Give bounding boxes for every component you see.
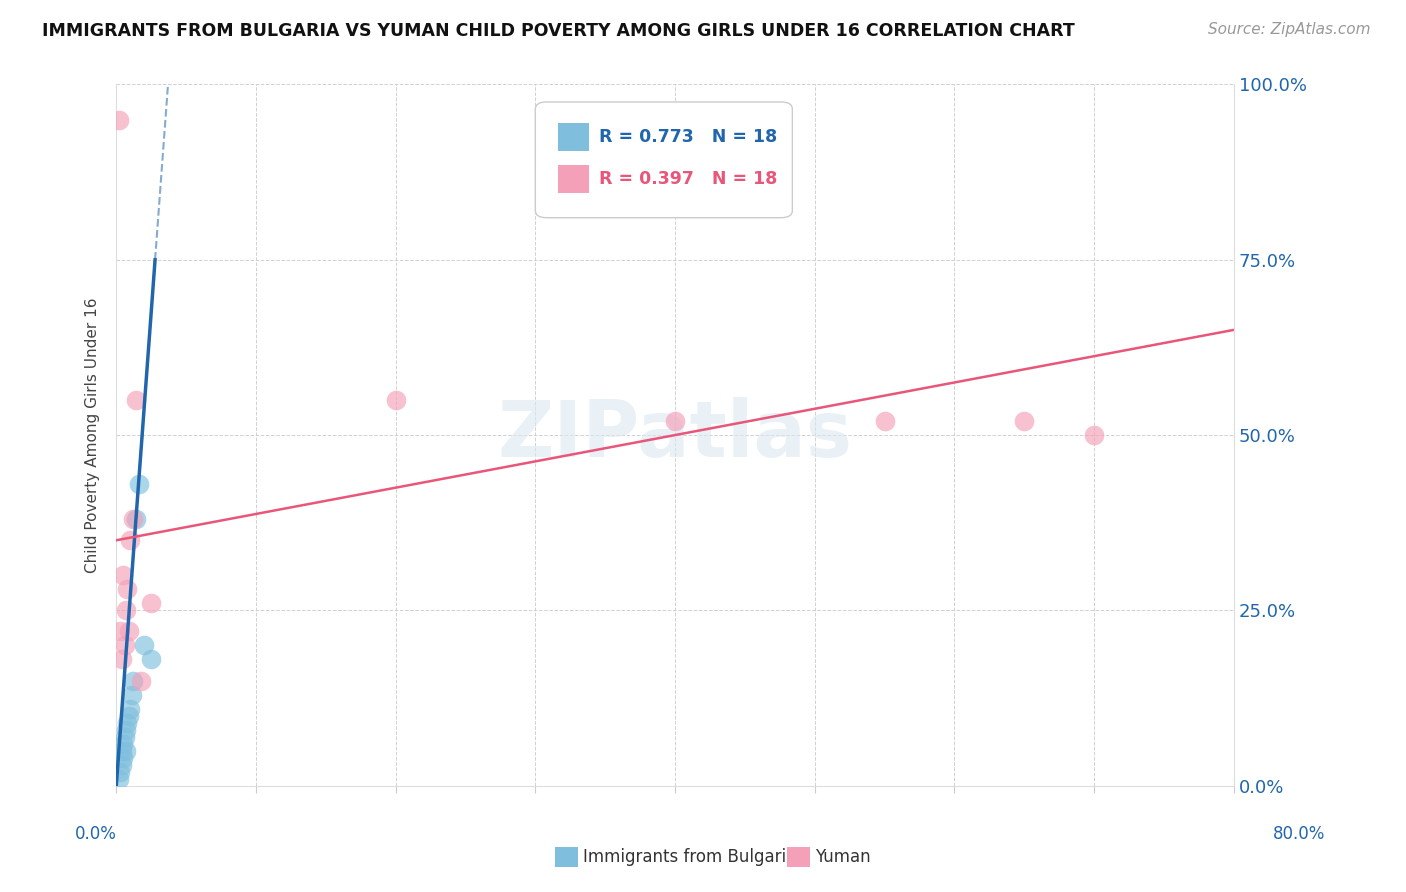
Text: Immigrants from Bulgaria: Immigrants from Bulgaria [583, 848, 797, 866]
Point [110, 764, 132, 779]
Bar [558, 165, 589, 194]
Point [111, 744, 134, 758]
Point [114, 730, 136, 744]
Text: R = 0.397   N = 18: R = 0.397 N = 18 [599, 170, 778, 188]
Point [112, 737, 135, 751]
Bar [558, 123, 589, 151]
Point [122, 673, 145, 688]
Text: 80.0%: 80.0% [1272, 825, 1326, 843]
Point [121, 688, 143, 702]
Point [108, 112, 131, 127]
Text: ZIPatlas: ZIPatlas [498, 397, 852, 473]
Point [1083, 428, 1105, 442]
Point [141, 596, 163, 610]
Point [664, 414, 686, 428]
Point [122, 512, 145, 526]
Point [128, 477, 150, 491]
Point [134, 639, 156, 653]
Point [112, 568, 135, 582]
Point [125, 512, 148, 526]
Point [108, 772, 131, 786]
Text: Source: ZipAtlas.com: Source: ZipAtlas.com [1208, 22, 1371, 37]
Point [1012, 414, 1035, 428]
Text: IMMIGRANTS FROM BULGARIA VS YUMAN CHILD POVERTY AMONG GIRLS UNDER 16 CORRELATION: IMMIGRANTS FROM BULGARIA VS YUMAN CHILD … [42, 22, 1076, 40]
Text: R = 0.773   N = 18: R = 0.773 N = 18 [599, 128, 778, 146]
Point [112, 750, 135, 764]
Point [384, 392, 406, 407]
Point [120, 701, 142, 715]
Point [118, 624, 141, 639]
Point [117, 715, 139, 730]
Point [118, 708, 141, 723]
Point [115, 603, 138, 617]
Point [111, 757, 134, 772]
Text: 0.0%: 0.0% [75, 825, 117, 843]
Point [131, 673, 153, 688]
Point [120, 533, 142, 548]
Point [110, 624, 132, 639]
Point [114, 639, 136, 653]
Point [125, 392, 148, 407]
Text: Yuman: Yuman [815, 848, 872, 866]
Point [111, 652, 134, 666]
FancyBboxPatch shape [536, 102, 793, 218]
Y-axis label: Child Poverty Among Girls Under 16: Child Poverty Among Girls Under 16 [86, 297, 100, 573]
Point [115, 744, 138, 758]
Point [141, 652, 163, 666]
Point [873, 414, 896, 428]
Point [115, 723, 138, 737]
Point [117, 582, 139, 597]
